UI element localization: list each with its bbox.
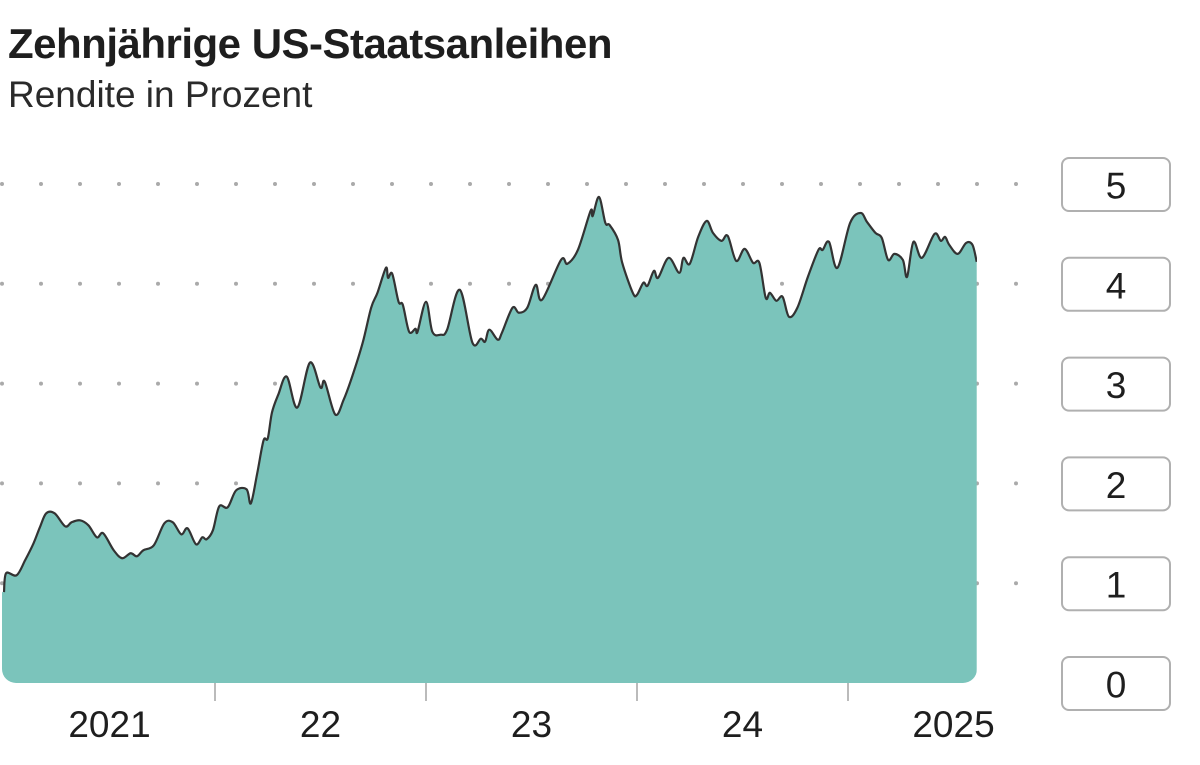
grid-dot — [234, 481, 238, 486]
x-axis: 2021 22 23 24 2025 — [68, 683, 995, 745]
grid-dot — [156, 481, 160, 486]
x-tick-label: 22 — [300, 704, 341, 745]
grid-dot — [507, 281, 511, 286]
grid-dot — [234, 281, 238, 286]
grid-dot — [0, 581, 4, 586]
chart-subtitle: Rendite in Prozent — [8, 74, 313, 115]
grid-dot — [0, 481, 4, 486]
y-tick-label: 4 — [1106, 265, 1127, 306]
y-tick: 4 — [1061, 256, 1171, 312]
x-tick-label: 23 — [511, 704, 552, 745]
y-axis: 0 1 2 3 4 5 — [1061, 157, 1171, 711]
grid-dot — [1014, 281, 1018, 286]
grid-dot — [195, 281, 199, 286]
grid-dot — [351, 281, 355, 286]
grid-dot — [156, 182, 160, 186]
grid-dot — [936, 182, 940, 186]
y-tick: 2 — [1061, 456, 1171, 512]
grid-dot — [897, 182, 901, 186]
grid-dot — [39, 281, 43, 286]
grid-dot — [39, 481, 43, 486]
grid-dot — [0, 381, 4, 386]
grid-dot — [507, 182, 511, 186]
grid-dot — [702, 182, 706, 186]
grid-dot — [351, 182, 355, 186]
grid-dot — [312, 281, 316, 286]
y-tick: 5 — [1061, 157, 1171, 212]
grid-dot — [858, 182, 862, 186]
grid-dot — [468, 182, 472, 186]
grid-dot — [1014, 481, 1018, 486]
grid-dot — [780, 281, 784, 286]
grid-dot — [0, 281, 4, 286]
y-tick-box — [1061, 656, 1171, 711]
grid-dot — [1014, 182, 1018, 186]
y-tick-label: 2 — [1106, 465, 1127, 506]
grid-dot — [273, 182, 277, 186]
chart-title: Zehnjährige US-Staatsanleihen — [8, 20, 612, 67]
grid-dot — [195, 481, 199, 486]
grid-dot — [1014, 581, 1018, 586]
y-tick: 3 — [1061, 356, 1171, 412]
y-tick-box — [1061, 157, 1171, 212]
grid-dot — [117, 182, 121, 186]
grid-dot — [234, 182, 238, 186]
grid-dot — [78, 381, 82, 386]
grid-dot — [390, 182, 394, 186]
y-tick-box — [1061, 456, 1171, 512]
yield-area — [2, 196, 977, 683]
x-tick-label: 2025 — [912, 704, 994, 745]
grid-dot — [78, 182, 82, 186]
grid-dot — [117, 481, 121, 486]
grid-dot — [39, 182, 43, 186]
y-tick: 1 — [1061, 556, 1171, 612]
grid-dot — [156, 281, 160, 286]
x-tick-label: 24 — [722, 704, 763, 745]
grid-dot — [117, 281, 121, 286]
y-tick-box — [1061, 256, 1171, 312]
yield-line — [2, 195, 977, 593]
grid-dot — [975, 182, 979, 186]
y-tick-label: 0 — [1106, 665, 1127, 706]
y-tick-label: 3 — [1106, 365, 1127, 406]
y-tick-box — [1061, 556, 1171, 612]
grid-dot — [819, 182, 823, 186]
x-tick-label: 2021 — [68, 704, 150, 745]
grid-dot — [624, 182, 628, 186]
grid-dot — [273, 381, 277, 386]
grid-dot — [429, 182, 433, 186]
grid-dot — [741, 182, 745, 186]
grid-dot — [780, 182, 784, 186]
grid-dot — [585, 182, 589, 186]
y-tick-label: 5 — [1106, 166, 1127, 207]
grid-dot — [78, 481, 82, 486]
grid-dot — [1014, 381, 1018, 386]
grid-dot — [663, 182, 667, 186]
y-tick-box — [1061, 356, 1171, 412]
grid-dot — [312, 182, 316, 186]
grid-dot — [78, 281, 82, 286]
grid-dot — [117, 381, 121, 386]
grid-dot — [39, 381, 43, 386]
y-tick-label: 1 — [1106, 565, 1127, 606]
grid-dot — [273, 281, 277, 286]
grid-dot — [156, 381, 160, 386]
grid-dot — [195, 381, 199, 386]
grid-dot — [468, 281, 472, 286]
grid-dot — [195, 182, 199, 186]
grid-dot — [0, 182, 4, 186]
grid-dot — [429, 281, 433, 286]
y-tick: 0 — [1061, 656, 1171, 711]
grid-dot — [546, 182, 550, 186]
grid-dot — [234, 381, 238, 386]
